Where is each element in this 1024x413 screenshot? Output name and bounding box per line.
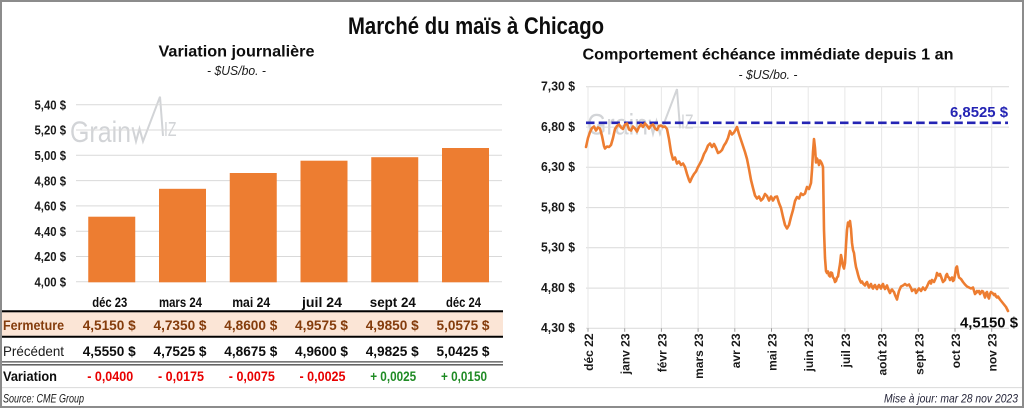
svg-text:- 0,0175: - 0,0175 <box>158 368 204 384</box>
svg-text:mai 24: mai 24 <box>232 295 270 310</box>
svg-text:Précédent: Précédent <box>3 343 64 359</box>
svg-text:4,40 $: 4,40 $ <box>35 224 67 239</box>
svg-text:4,80 $: 4,80 $ <box>35 173 67 188</box>
svg-text:5,00 $: 5,00 $ <box>35 148 67 163</box>
svg-text:4,7525 $: 4,7525 $ <box>154 343 207 359</box>
svg-text:6,80 $: 6,80 $ <box>541 119 576 134</box>
svg-text:5,0575 $: 5,0575 $ <box>437 317 490 333</box>
svg-text:Fermeture: Fermeture <box>3 317 64 333</box>
svg-text:4,9600 $: 4,9600 $ <box>295 343 348 359</box>
svg-text:- 0,0075: - 0,0075 <box>229 368 275 384</box>
svg-text:4,30 $: 4,30 $ <box>541 320 576 335</box>
svg-text:juil 23: juil 23 <box>839 333 853 368</box>
svg-text:Comportement échéance immédiat: Comportement échéance immédiate depuis 1… <box>583 47 954 64</box>
svg-text:5,30 $: 5,30 $ <box>541 240 576 255</box>
svg-text:- 0,0025: - 0,0025 <box>300 368 346 384</box>
svg-text:- 0,0400: - 0,0400 <box>87 368 133 384</box>
svg-text:- $US/bo. -: - $US/bo. - <box>739 68 798 82</box>
svg-text:4,5150 $: 4,5150 $ <box>960 315 1019 332</box>
svg-text:déc 23: déc 23 <box>92 295 127 310</box>
svg-text:Variation: Variation <box>3 368 57 384</box>
svg-text:Mise à jour: mar 28 nov 2023: Mise à jour: mar 28 nov 2023 <box>884 392 1018 406</box>
svg-text:+ 0,0150: + 0,0150 <box>441 368 487 384</box>
svg-text:avr 23: avr 23 <box>729 333 743 368</box>
svg-text:4,20 $: 4,20 $ <box>35 249 67 264</box>
svg-text:4,9575 $: 4,9575 $ <box>295 317 348 333</box>
svg-text:4,5150 $: 4,5150 $ <box>83 317 136 333</box>
svg-text:4,60 $: 4,60 $ <box>35 199 67 214</box>
svg-text:6,8525 $: 6,8525 $ <box>950 104 1009 121</box>
svg-text:4,9850 $: 4,9850 $ <box>366 317 419 333</box>
svg-text:Marché du maïs à Chicago: Marché du maïs à Chicago <box>348 13 604 40</box>
svg-text:janv 23: janv 23 <box>619 333 633 375</box>
svg-text:Source: CME Group: Source: CME Group <box>3 392 84 406</box>
svg-text:4,8600 $: 4,8600 $ <box>224 317 277 333</box>
svg-text:Variation journalière: Variation journalière <box>159 44 315 61</box>
svg-text:août 23: août 23 <box>876 333 890 375</box>
svg-text:- $US/bo. -: - $US/bo. - <box>207 64 266 78</box>
svg-text:6,30 $: 6,30 $ <box>541 159 576 174</box>
svg-text:mai 23: mai 23 <box>766 333 780 371</box>
svg-text:5,20 $: 5,20 $ <box>35 123 67 138</box>
svg-text:sept 24: sept 24 <box>370 295 416 310</box>
svg-text:déc 22: déc 22 <box>582 333 596 371</box>
svg-text:oct 23: oct 23 <box>949 333 963 368</box>
svg-text:4,80 $: 4,80 $ <box>541 280 576 295</box>
svg-text:févr 23: févr 23 <box>655 333 669 372</box>
svg-text:déc 24: déc 24 <box>446 295 481 310</box>
svg-text:mars 23: mars 23 <box>692 333 706 379</box>
svg-text:4,00 $: 4,00 $ <box>35 275 67 290</box>
svg-text:mars 24: mars 24 <box>159 295 202 310</box>
svg-text:sept 23: sept 23 <box>912 333 926 375</box>
svg-text:+ 0,0025: + 0,0025 <box>370 368 416 384</box>
svg-text:4,5550 $: 4,5550 $ <box>83 343 136 359</box>
svg-text:juil 24: juil 24 <box>301 295 343 310</box>
svg-text:nov 23: nov 23 <box>986 333 1000 371</box>
svg-text:5,80 $: 5,80 $ <box>541 200 576 215</box>
svg-text:7,30 $: 7,30 $ <box>541 79 576 94</box>
svg-text:5,0425 $: 5,0425 $ <box>437 343 490 359</box>
svg-text:4,7350 $: 4,7350 $ <box>154 317 207 333</box>
svg-text:4,9825 $: 4,9825 $ <box>366 343 419 359</box>
svg-text:juin 23: juin 23 <box>802 333 816 372</box>
svg-text:4,8675 $: 4,8675 $ <box>224 343 277 359</box>
svg-text:5,40 $: 5,40 $ <box>35 97 67 112</box>
